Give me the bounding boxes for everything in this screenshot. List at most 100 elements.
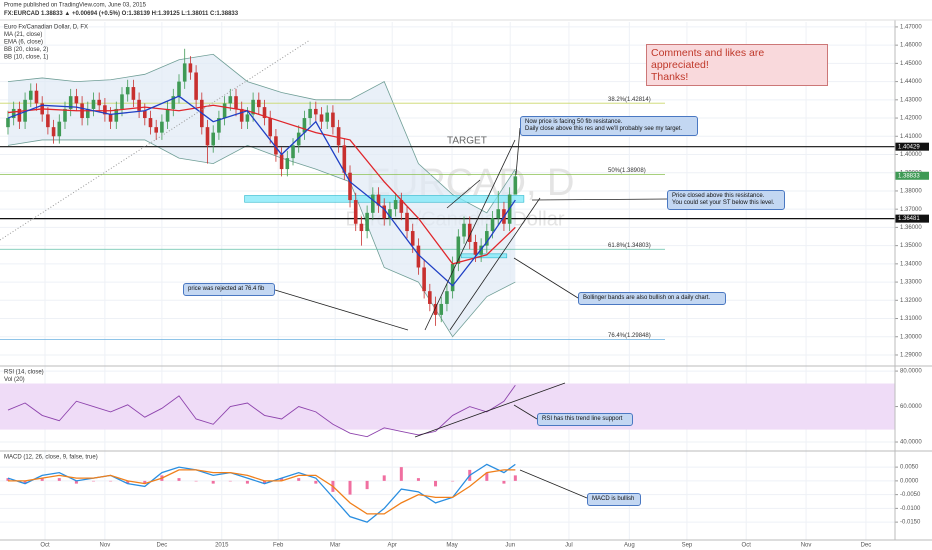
candle-body — [91, 99, 96, 109]
x-tick-label: Sep — [682, 543, 693, 549]
histogram-bar — [109, 480, 113, 482]
histogram-bar — [74, 480, 78, 484]
candle-body — [285, 158, 290, 170]
rsi-trend-line — [414, 382, 566, 438]
histogram-bar — [143, 480, 147, 484]
candle-body — [51, 127, 56, 137]
candle-body — [314, 108, 318, 115]
candle-body — [382, 205, 387, 219]
candle-body — [490, 218, 495, 232]
macd-line — [7, 469, 516, 515]
candle-body — [251, 99, 255, 115]
candle-body — [513, 176, 518, 195]
y-tick-label: 1.37000 — [900, 207, 922, 213]
callout: Bollinger bands are also bullish on a da… — [578, 292, 726, 305]
x-tick-label: Oct — [40, 543, 50, 549]
x-tick-label: Dec — [861, 543, 872, 549]
candle-body — [245, 114, 250, 122]
candle-body — [11, 108, 16, 119]
histogram-bar — [348, 480, 352, 495]
candle-body — [125, 87, 130, 95]
histogram-bar — [280, 478, 284, 481]
candle-body — [399, 200, 404, 213]
target-label: TARGET — [447, 136, 487, 147]
candle-body — [405, 212, 409, 232]
candle-body — [274, 136, 278, 155]
candle-body — [348, 172, 352, 201]
candle-body — [319, 114, 324, 122]
candle-body — [97, 99, 101, 106]
histogram-bar — [297, 478, 301, 481]
x-tick-label: Nov — [100, 543, 111, 549]
candle-body — [331, 112, 335, 128]
y-tick-label: -0.0150 — [900, 520, 921, 526]
y-tick-label: 1.35000 — [900, 243, 922, 249]
candle-body — [257, 99, 261, 108]
legend-entry: RSI (14, close) — [4, 370, 44, 376]
comment-box: Comments and likes are appreciated! Than… — [646, 44, 828, 86]
candle-body — [103, 105, 107, 115]
legend-entry: BB (10, close, 1) — [4, 55, 48, 61]
x-tick-label: May — [446, 543, 457, 549]
y-tick-label: 1.46000 — [900, 43, 922, 49]
candle-body — [365, 212, 369, 232]
legend-entry: EMA (6, close) — [4, 40, 43, 46]
y-tick-label: 1.41000 — [900, 134, 922, 140]
y-tick-label: 1.38000 — [900, 189, 922, 195]
candle-body — [171, 96, 176, 109]
histogram-bar — [126, 480, 130, 484]
candle-body — [142, 110, 147, 119]
trend-line — [449, 197, 541, 331]
candle-body — [46, 114, 50, 128]
histogram-bar — [245, 480, 249, 484]
candle-body — [268, 118, 273, 137]
candle-body — [160, 121, 164, 133]
candle-body — [228, 96, 233, 104]
callout: Now price is facing 50 fib resistance. D… — [520, 116, 698, 136]
candle-body — [496, 209, 501, 219]
candle-body — [388, 209, 392, 219]
histogram-bar — [434, 480, 438, 487]
candle-body — [428, 291, 432, 304]
y-tick-label: 1.34000 — [900, 261, 922, 267]
trend-line — [446, 179, 481, 209]
candle-body — [302, 118, 307, 133]
x-tick-label: Aug — [624, 543, 635, 549]
callout: Price closed above this resistance. You … — [667, 190, 785, 210]
fib-label: 61.8%(1.34803) — [608, 243, 651, 249]
band-line — [7, 53, 516, 214]
trend-line — [424, 139, 516, 331]
y-tick-label: 60.0000 — [900, 404, 922, 410]
callout: MACD is bullish — [587, 493, 641, 506]
candle-body — [462, 223, 466, 237]
candle-body — [177, 81, 181, 97]
candle-body — [17, 108, 22, 122]
macd-line — [7, 463, 516, 523]
candle-body — [34, 90, 39, 104]
histogram-bar — [399, 467, 403, 481]
y-tick-label: -0.0100 — [900, 506, 921, 512]
legend-entry: MACD (12, 26, close, 9, false, true) — [4, 455, 98, 461]
last-price-label: 1.38833 — [898, 173, 920, 179]
y-tick-label: 1.29000 — [900, 353, 922, 359]
y-tick-label: 1.44000 — [900, 79, 922, 85]
x-tick-label: Oct — [742, 543, 752, 549]
histogram-bar — [451, 480, 455, 482]
y-tick-label: 1.40000 — [900, 152, 922, 158]
candle-body — [279, 154, 284, 170]
candle-body — [450, 263, 455, 292]
y-tick-label: 1.30000 — [900, 334, 922, 340]
plot: Oct Nov Dec 2015 Feb Mar Apr May Jun Jul Aug Sep Oct… — [0, 22, 929, 549]
x-tick-label: 2015 — [215, 543, 229, 549]
candle-body — [205, 127, 210, 146]
y-tick-label: 1.33000 — [900, 280, 922, 286]
candle-body — [165, 108, 170, 122]
histogram-bar — [365, 480, 369, 490]
candle-body — [467, 223, 472, 242]
last-price-tag — [895, 171, 929, 180]
candle-body — [296, 132, 301, 146]
candle-body — [222, 103, 227, 119]
y-tick-label: 1.31000 — [900, 316, 922, 322]
candle-body — [359, 223, 364, 232]
candle-body — [325, 112, 330, 122]
